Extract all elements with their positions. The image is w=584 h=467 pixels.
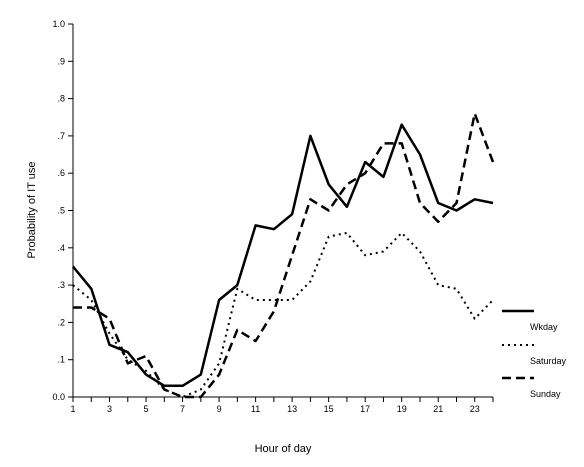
x-tick-label: 13: [287, 404, 297, 414]
x-tick-label: 23: [470, 404, 480, 414]
y-tick-label: 1.0: [52, 19, 65, 29]
series-line-wkday: [72, 123, 494, 388]
y-tick-label: .2: [57, 317, 65, 327]
y-tick-label: 0.0: [52, 392, 65, 402]
y-tick-label: .3: [57, 280, 65, 290]
x-tick-label: 17: [360, 404, 370, 414]
x-tick-label: 21: [433, 404, 443, 414]
series-line-saturday: [72, 231, 494, 398]
x-tick-label: 11: [251, 404, 260, 414]
series-line-sunday: [73, 112, 495, 399]
x-axis-label: Hour of day: [255, 443, 312, 455]
x-tick-label: 19: [397, 404, 407, 414]
plot-area: 0.0.1.2.3.4.5.6.7.8.91.0 1 3 5 7 9 11 13 15 17 19…: [52, 19, 495, 414]
y-tick-label: .4: [57, 243, 65, 253]
legend-label-saturday: Saturday: [530, 356, 567, 366]
y-tick-label: .1: [57, 355, 65, 365]
legend-label-sunday: Sunday: [530, 389, 561, 399]
y-tick-label: .9: [57, 56, 65, 66]
y-axis-label: Probability of IT use: [26, 161, 38, 258]
y-axis-ticks: 0.0 .1 .2 .3 .4 .5 .6 .7 .8 .9 1.0: [52, 19, 73, 402]
y-tick-label: .5: [57, 206, 65, 216]
x-tick-label: 15: [324, 404, 334, 414]
y-tick-label: .8: [57, 94, 65, 104]
x-tick-label: 9: [217, 404, 222, 414]
x-axis-ticks: 1 3 5 7 9 11 13 15 17 19 21 23: [70, 397, 494, 414]
y-tick-label: .7: [57, 131, 65, 141]
legend: Wkday Saturday Sunday: [502, 309, 567, 399]
x-tick-label: 1: [70, 404, 75, 414]
legend-label-wkday: Wkday: [530, 322, 558, 332]
x-tick-label: 7: [180, 404, 185, 414]
y-tick-label: .6: [57, 168, 65, 178]
series-lines: [72, 112, 495, 399]
x-tick-label: 3: [107, 404, 112, 414]
x-tick-label: 5: [144, 404, 149, 414]
